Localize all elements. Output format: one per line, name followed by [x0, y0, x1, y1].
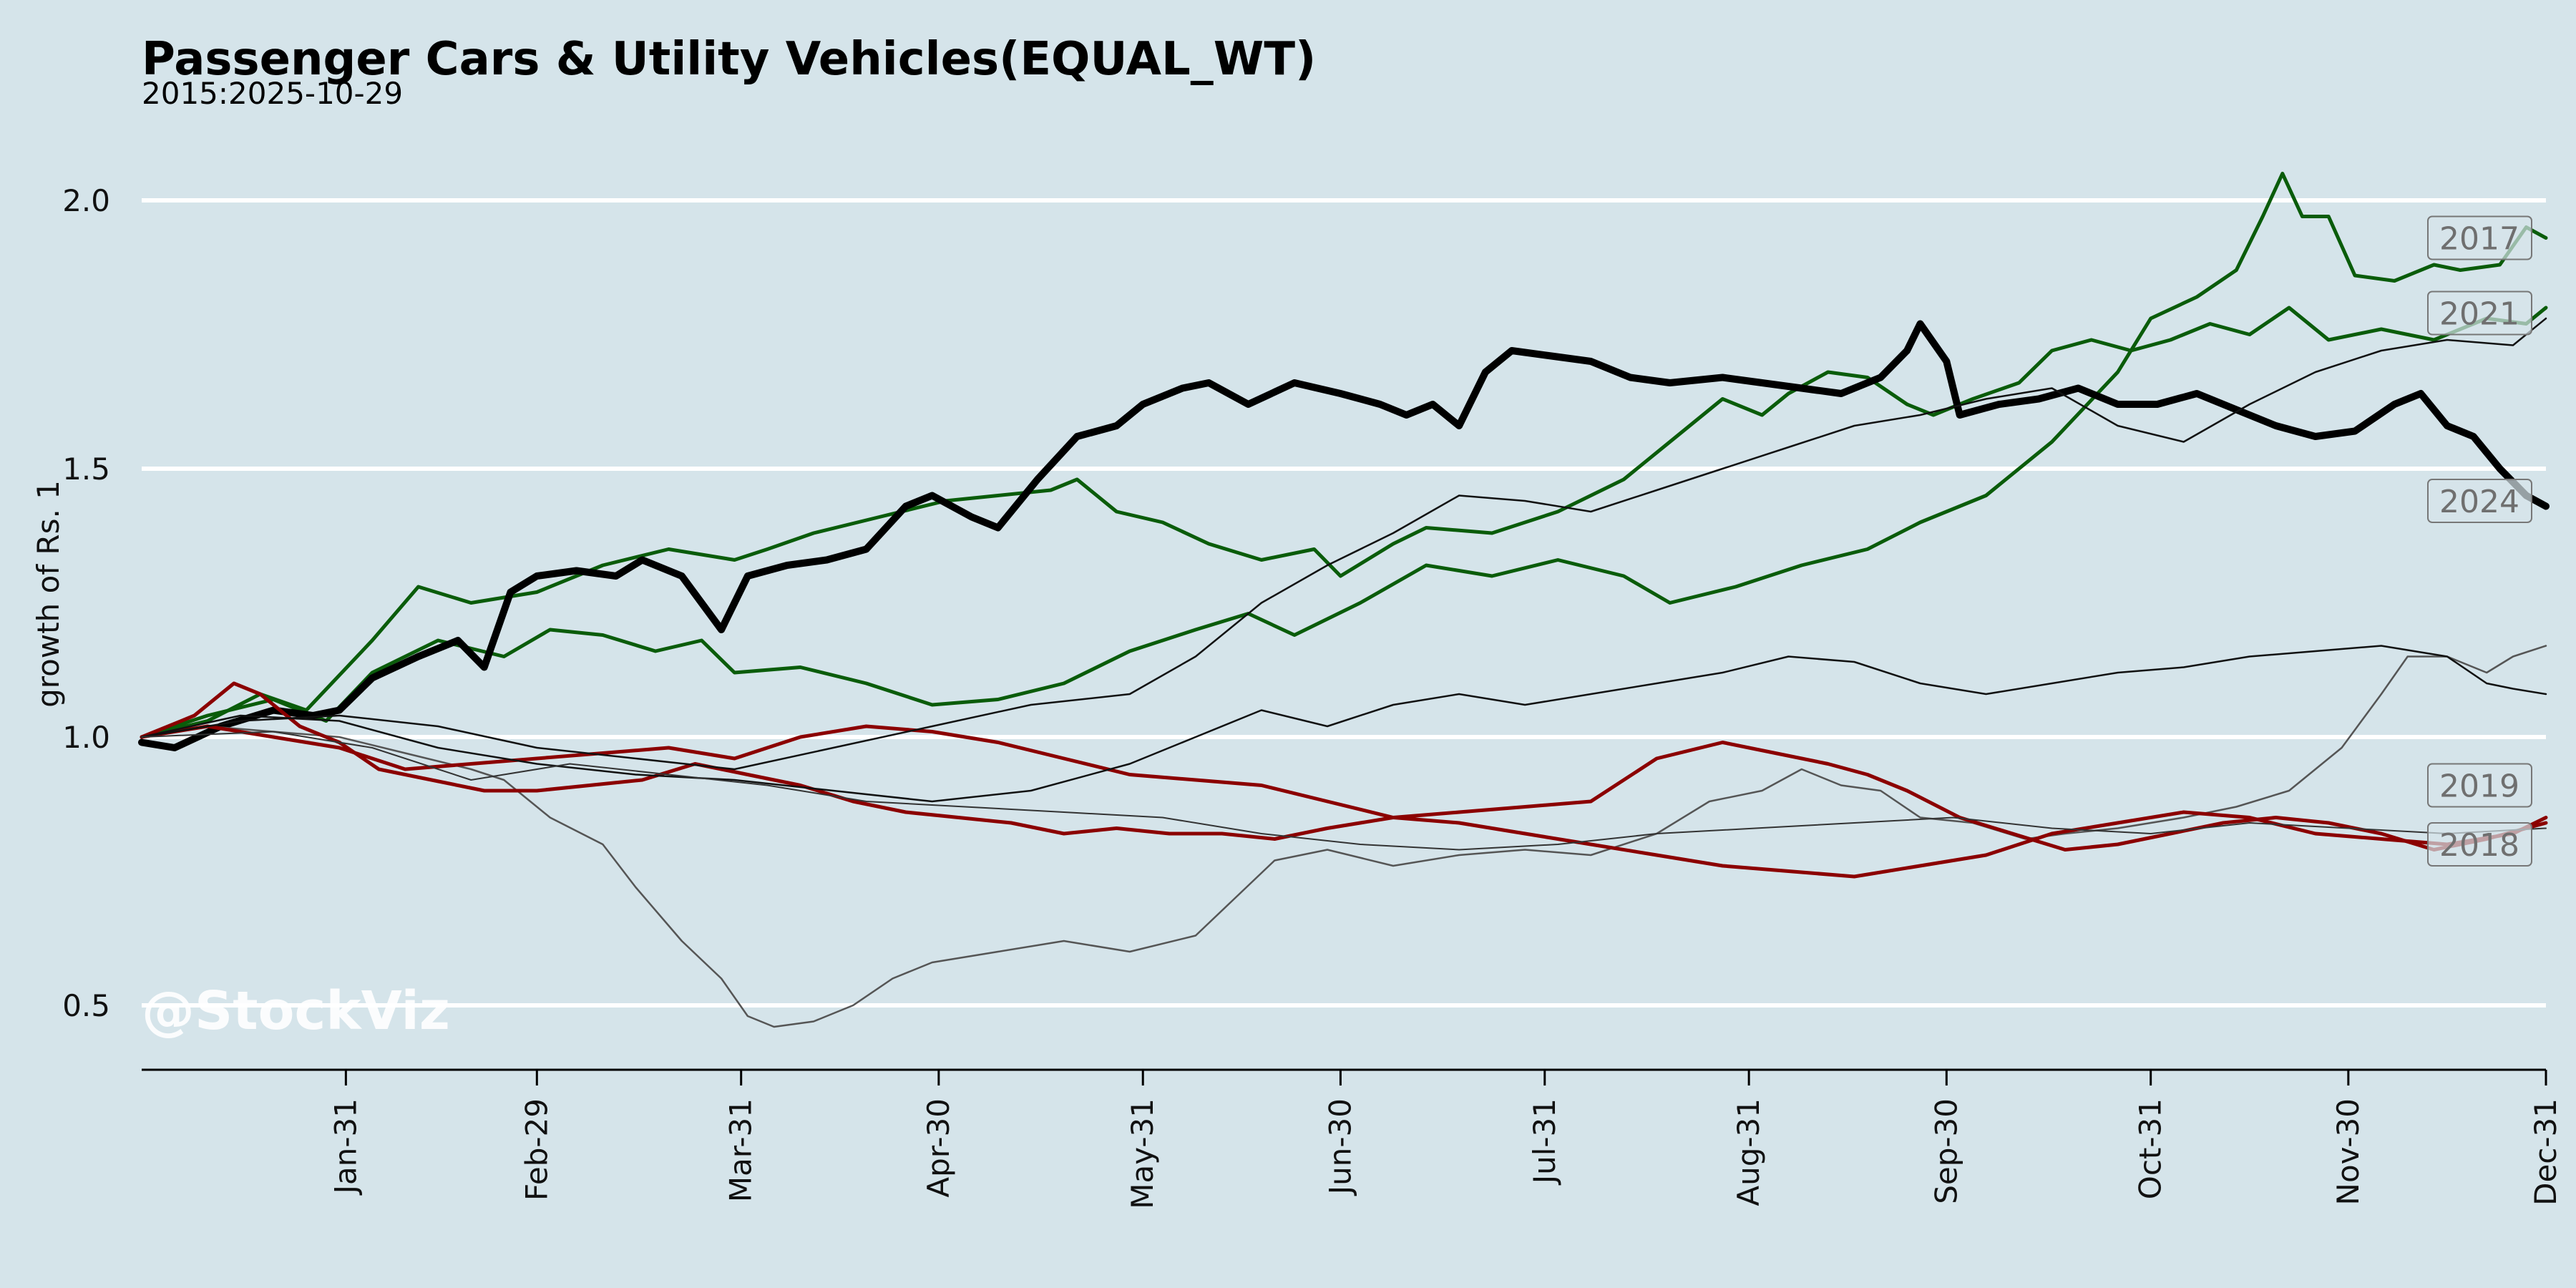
x-tick-label: Feb-29: [519, 1098, 554, 1201]
x-tick-label: Apr-30: [921, 1098, 956, 1198]
end-label-2021: 2021: [2427, 291, 2532, 336]
end-label-2017: 2017: [2427, 215, 2532, 260]
x-tick-label: Nov-30: [2331, 1098, 2366, 1205]
x-tick-label: Jan-31: [328, 1098, 363, 1196]
series-line-2024: [138, 320, 2550, 751]
end-label-2018: 2018: [2427, 822, 2532, 867]
series-line-red-b: [140, 724, 2548, 879]
x-tick-label: Jun-30: [1322, 1098, 1357, 1196]
end-label-text: 2019: [2439, 769, 2519, 805]
y-tick-label: 2.0: [62, 183, 110, 218]
chart-subtitle: 2015:2025-10-29: [142, 76, 403, 111]
series-line-2019: [140, 645, 2547, 1028]
x-tick-label: Oct-31: [2133, 1098, 2168, 1199]
series-line-2021: [140, 306, 2548, 739]
chart-title: Passenger Cars & Utility Vehicles(EQUAL_…: [142, 33, 1316, 86]
end-label-2024: 2024: [2427, 479, 2532, 523]
x-axis: Jan-31 Feb-29 Mar-31 Apr-30 May-31 Jun-30 Jul-…: [142, 1068, 2563, 1209]
end-label-box: [2427, 763, 2532, 808]
end-label-box: [2427, 291, 2532, 336]
x-tick-label: Jul-31: [1527, 1098, 1562, 1186]
end-label-text: 2018: [2439, 827, 2519, 864]
series-line-black-thin-1: [140, 317, 2547, 771]
y-axis-label: growth of Rs. 1: [31, 480, 66, 708]
x-tick-label: May-31: [1125, 1098, 1160, 1209]
end-label-text: 2024: [2439, 484, 2519, 520]
y-axis-ticks: 0.5 1.0 1.5 2.0: [62, 183, 110, 1023]
end-label-box: [2427, 479, 2532, 523]
end-label-text: 2021: [2439, 296, 2519, 333]
x-tick-label: Aug-31: [1731, 1098, 1766, 1206]
x-tick-label: Sep-30: [1928, 1098, 1963, 1204]
end-label-text: 2017: [2439, 221, 2519, 258]
series-line-2017: [140, 172, 2548, 739]
series-line-black-thin-3: [141, 731, 2547, 851]
series-lines: [138, 172, 2550, 1028]
watermark: @StockViz: [142, 980, 450, 1042]
gridlines: [142, 198, 2546, 1008]
series-line-2018: [140, 681, 2548, 852]
series-line-black-thin-2: [140, 645, 2547, 803]
y-tick-label: 1.0: [62, 720, 110, 755]
x-tick-label: Dec-31: [2528, 1098, 2563, 1206]
end-label-box: [2427, 215, 2532, 260]
end-labels: 2017 2021 2024 2019 2018: [2427, 215, 2532, 867]
y-tick-label: 0.5: [62, 988, 110, 1023]
end-label-2019: 2019: [2427, 763, 2532, 808]
end-label-box: [2427, 822, 2532, 867]
y-tick-label: 1.5: [62, 452, 110, 487]
x-tick-label: Mar-31: [723, 1098, 758, 1202]
